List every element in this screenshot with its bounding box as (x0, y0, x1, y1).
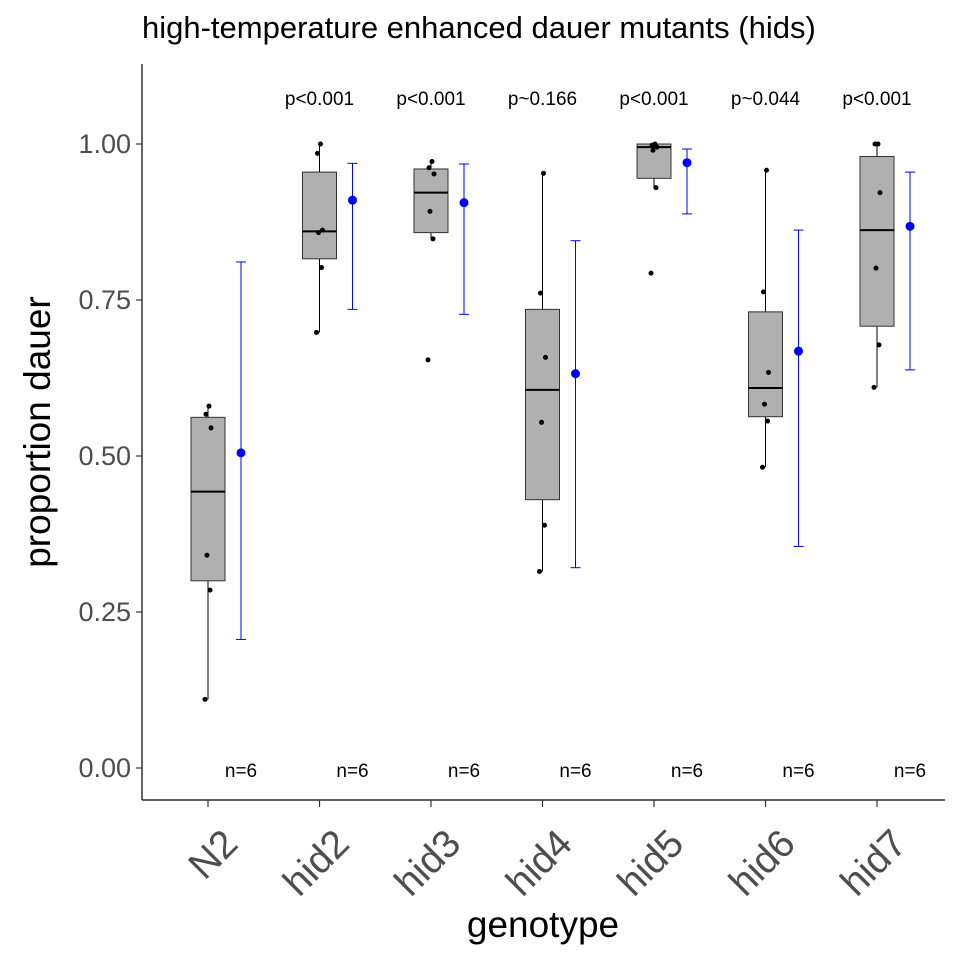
estimate-point (794, 346, 803, 356)
data-point (314, 329, 319, 335)
data-point (539, 419, 544, 425)
data-point (761, 289, 766, 295)
data-point (203, 411, 209, 417)
box-hid6 (748, 170, 783, 468)
box-rect (859, 155, 895, 327)
data-point (208, 425, 214, 431)
data-point (320, 227, 325, 233)
x-tick-label: N2 (181, 822, 247, 888)
x-tick-label: hid3 (387, 822, 470, 905)
x-tick-label: hid5 (610, 822, 693, 905)
p-value-label: p~0.166 (508, 89, 577, 110)
data-point (425, 357, 431, 363)
data-point (207, 587, 213, 593)
y-tick-label: 0.25 (78, 597, 131, 627)
data-point (319, 265, 324, 271)
box-hid3 (413, 161, 449, 239)
x-tick-label: hid4 (498, 822, 581, 905)
data-point (766, 369, 771, 375)
box-rect (748, 311, 783, 418)
chart-title: high-temperature enhanced dauer mutants … (142, 10, 816, 45)
estimate-point (682, 158, 692, 168)
y-tick-label: 0.00 (78, 753, 131, 783)
data-point (652, 141, 658, 147)
data-point (764, 167, 769, 173)
y-tick-label: 0.50 (78, 441, 131, 471)
p-value-label: p<0.001 (619, 89, 688, 110)
box-rect (413, 168, 449, 234)
p-value-label: p<0.001 (396, 89, 465, 110)
p-value-label: p<0.001 (842, 89, 911, 110)
box-hid2 (302, 144, 337, 333)
y-tick-label: 0.75 (78, 285, 131, 315)
data-point (653, 185, 659, 191)
data-point (429, 158, 435, 164)
data-point (315, 150, 320, 156)
n-label: n=6 (448, 761, 480, 782)
y-tick-label: 1.00 (78, 129, 131, 159)
data-point (318, 141, 323, 147)
data-point (875, 141, 881, 147)
estimate-point (459, 198, 469, 208)
data-point (873, 265, 879, 271)
data-point (204, 552, 210, 558)
data-point (760, 464, 765, 470)
data-point (650, 147, 656, 153)
data-point (538, 290, 543, 296)
box-N2 (190, 406, 226, 700)
x-axis-label: genotype (466, 904, 620, 945)
data-point (543, 354, 548, 360)
data-point (542, 522, 547, 528)
n-label: n=6 (336, 761, 368, 782)
data-point (431, 171, 437, 177)
n-label: n=6 (225, 761, 257, 782)
x-tick-label: hid7 (833, 822, 916, 905)
box-rect (302, 171, 337, 260)
n-label: n=6 (671, 761, 703, 782)
data-point (202, 696, 208, 702)
data-point (877, 190, 883, 196)
data-point (427, 208, 433, 214)
p-value-label: p<0.001 (285, 89, 354, 110)
box-hid4 (525, 173, 560, 572)
data-point (426, 165, 432, 171)
estimate-point (348, 195, 357, 205)
data-point (762, 401, 767, 407)
x-tick-label: hid2 (275, 822, 358, 905)
data-point (537, 568, 542, 574)
data-point (648, 270, 654, 276)
data-point (316, 230, 321, 236)
data-point (765, 418, 770, 424)
data-point (430, 236, 436, 242)
data-point (876, 342, 882, 348)
estimate-point (571, 369, 580, 379)
data-point (206, 403, 212, 409)
n-label: n=6 (559, 761, 591, 782)
p-value-label: p~0.044 (731, 89, 801, 110)
box-rect (525, 308, 560, 501)
data-point (871, 384, 877, 390)
data-point (541, 170, 546, 176)
n-label: n=6 (894, 761, 926, 782)
box-hid7 (859, 144, 895, 388)
x-tick-label: hid6 (721, 822, 804, 905)
estimate-point (236, 448, 246, 458)
n-label: n=6 (782, 761, 814, 782)
estimate-point (905, 221, 915, 231)
